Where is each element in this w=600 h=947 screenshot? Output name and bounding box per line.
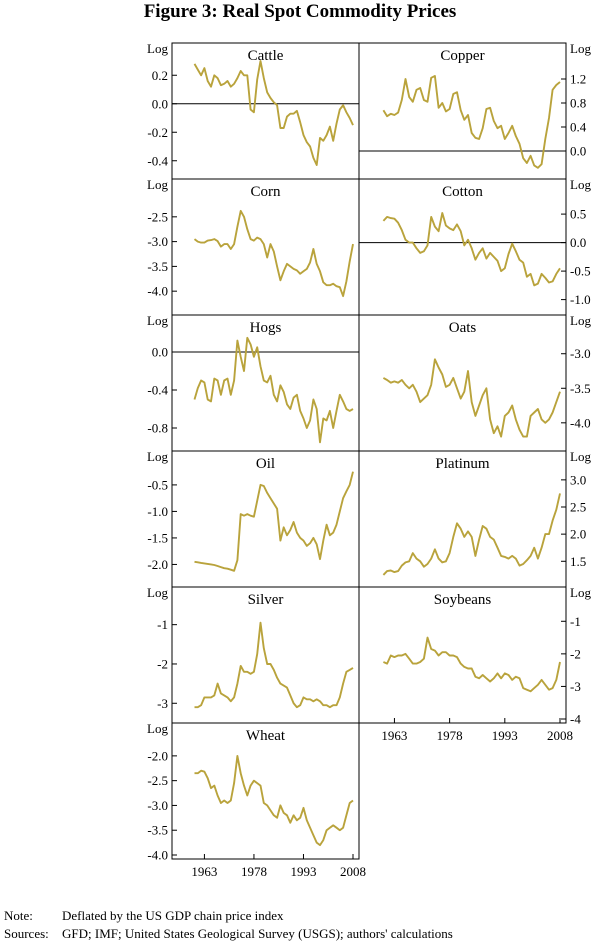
y-tick-label: -0.2 bbox=[147, 125, 168, 140]
unit-label: Log bbox=[570, 41, 591, 56]
y-tick-label: 2.0 bbox=[570, 527, 586, 542]
unit-label: Log bbox=[147, 449, 168, 464]
unit-label: Log bbox=[147, 313, 168, 328]
figure-title: Figure 3: Real Spot Commodity Prices bbox=[143, 1, 457, 22]
y-tick-label: -3.0 bbox=[147, 798, 168, 813]
y-tick-label: -3.5 bbox=[147, 259, 168, 274]
unit-label: Log bbox=[570, 177, 591, 192]
unit-label: Log bbox=[570, 313, 591, 328]
y-tick-label: -1 bbox=[157, 617, 168, 632]
panel-title-copper: Copper bbox=[440, 48, 484, 64]
unit-label: Log bbox=[147, 177, 168, 192]
x-tick-label: 1963 bbox=[191, 864, 217, 879]
chart-area: Log 0.2 0.0 -0.2 -0.4 Cattle Log 1.2 0.8 0.4 0.0 Co… bbox=[147, 41, 591, 879]
series-line-silver bbox=[194, 621, 354, 709]
y-tick-label: -2 bbox=[157, 656, 168, 671]
y-tick-label: -3 bbox=[570, 679, 581, 694]
y-tick-label: -3.0 bbox=[147, 234, 168, 249]
y-tick-label: 2.5 bbox=[570, 500, 586, 515]
x-tick-label: 1978 bbox=[437, 728, 463, 743]
sources-label: Sources: bbox=[4, 926, 49, 941]
sources-line: Sources: GFD; IMF; United States Geologic… bbox=[4, 926, 453, 942]
panel-title-silver: Silver bbox=[248, 592, 284, 608]
panel-frame-wheat bbox=[171, 722, 360, 860]
y-tick-label: -4.0 bbox=[147, 848, 168, 863]
y-tick-label: -0.4 bbox=[147, 153, 168, 168]
y-tick-label: 0.2 bbox=[152, 68, 168, 83]
panel-title-corn: Corn bbox=[251, 184, 282, 200]
series-line-oats bbox=[382, 358, 561, 438]
y-tick-label: -4 bbox=[570, 712, 581, 727]
y-tick-label: -3 bbox=[157, 696, 168, 711]
series-line-corn bbox=[193, 209, 354, 298]
y-tick-label: 0.4 bbox=[570, 120, 587, 135]
y-tick-label: -2.0 bbox=[147, 557, 168, 572]
panel-title-oil: Oil bbox=[256, 456, 275, 472]
series-line-oil bbox=[194, 471, 354, 572]
y-tick-label: 0.5 bbox=[570, 207, 586, 222]
series-line-platinum bbox=[382, 493, 561, 576]
y-tick-label: -1.0 bbox=[147, 504, 168, 519]
note-line: Note: Deflated by the US GDP chain price … bbox=[4, 908, 284, 924]
y-tick-label: -1.0 bbox=[570, 292, 591, 307]
panel-title-soybeans: Soybeans bbox=[434, 592, 492, 608]
y-tick-label: 0.0 bbox=[152, 96, 168, 111]
y-tick-label: -4.0 bbox=[147, 284, 168, 299]
panel-title-cattle: Cattle bbox=[248, 48, 284, 64]
series-line-cattle bbox=[193, 60, 354, 166]
panel-title-hogs: Hogs bbox=[250, 320, 282, 336]
series-line-wheat bbox=[194, 754, 354, 847]
x-tick-label: 1963 bbox=[381, 728, 407, 743]
y-tick-label: -3.0 bbox=[570, 346, 591, 361]
series-line-cotton bbox=[382, 212, 561, 287]
unit-label: Log bbox=[147, 41, 168, 56]
x-tick-label: 2008 bbox=[340, 864, 366, 879]
unit-label: Log bbox=[147, 585, 168, 600]
unit-label: Log bbox=[570, 449, 591, 464]
series-line-copper bbox=[382, 75, 561, 169]
series-line-hogs bbox=[193, 336, 354, 444]
y-tick-label: -0.5 bbox=[147, 477, 168, 492]
y-tick-label: -4.0 bbox=[570, 415, 591, 430]
y-tick-label: 0.0 bbox=[570, 235, 586, 250]
x-tick-label: 1993 bbox=[290, 864, 316, 879]
y-tick-label: -0.4 bbox=[147, 383, 168, 398]
sources-text: GFD; IMF; United States Geological Surve… bbox=[62, 926, 453, 941]
y-tick-label: -0.8 bbox=[147, 421, 168, 436]
panel-title-wheat: Wheat bbox=[246, 728, 286, 744]
panel-title-platinum: Platinum bbox=[435, 456, 490, 472]
y-tick-label: 0.0 bbox=[152, 345, 168, 360]
y-tick-label: 1.2 bbox=[570, 72, 586, 87]
panel-title-cotton: Cotton bbox=[442, 184, 483, 200]
unit-label: Log bbox=[570, 585, 591, 600]
x-tick-label: 1993 bbox=[492, 728, 518, 743]
y-tick-label: 0.0 bbox=[570, 144, 586, 159]
unit-label: Log bbox=[147, 721, 168, 736]
panel-title-oats: Oats bbox=[449, 320, 477, 336]
y-tick-label: -1 bbox=[570, 614, 581, 629]
y-tick-label: -2.0 bbox=[147, 748, 168, 763]
x-tick-label: 2008 bbox=[547, 728, 573, 743]
note-text: Deflated by the US GDP chain price index bbox=[62, 908, 284, 923]
y-tick-label: 0.8 bbox=[570, 96, 586, 111]
y-tick-label: -2 bbox=[570, 646, 581, 661]
y-tick-label: -3.5 bbox=[570, 381, 591, 396]
y-tick-label: 1.5 bbox=[570, 554, 586, 569]
panel-frame-soybeans bbox=[358, 586, 567, 724]
x-tick-label: 1978 bbox=[241, 864, 267, 879]
note-label: Note: bbox=[4, 908, 33, 923]
y-tick-label: -1.5 bbox=[147, 530, 168, 545]
y-tick-label: -0.5 bbox=[570, 264, 591, 279]
y-tick-label: 3.0 bbox=[570, 472, 586, 487]
y-tick-label: -3.5 bbox=[147, 823, 168, 838]
y-tick-label: -2.5 bbox=[147, 773, 168, 788]
series-line-soybeans bbox=[383, 636, 561, 693]
y-tick-label: -2.5 bbox=[147, 209, 168, 224]
